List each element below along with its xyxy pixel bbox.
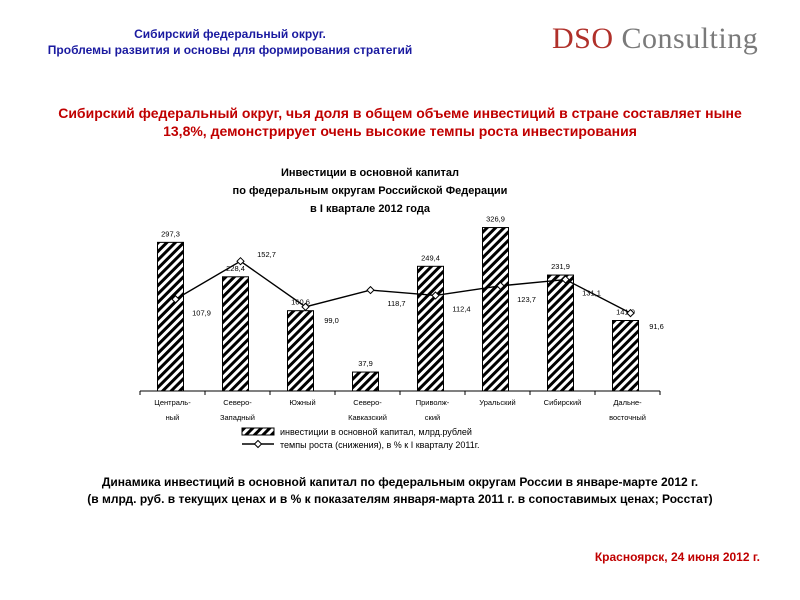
category-label: Сибирский xyxy=(544,398,582,407)
bar-value-label: 326,9 xyxy=(486,215,505,224)
chart-caption: Динамика инвестиций в основной капитал п… xyxy=(10,474,790,508)
x-axis: Централь-ный Северо- Западный Южный Северо- К… xyxy=(139,390,661,422)
bar xyxy=(417,265,444,392)
bar xyxy=(482,227,509,392)
header-line-2: Проблемы развития и основы для формирова… xyxy=(47,43,413,57)
chart-legend: инвестиции в основной капитал, млрд.рубл… xyxy=(241,427,479,450)
line-value-label: 131,1 xyxy=(582,289,601,298)
bar-value-label: 37,9 xyxy=(358,359,373,368)
bar xyxy=(547,274,574,392)
line-value-label: 112,4 xyxy=(452,304,470,313)
bar-value-label: 228,4 xyxy=(226,264,245,273)
line-marker xyxy=(431,291,440,300)
legend-bar-label: инвестиции в основной капитал, млрд.рубл… xyxy=(280,427,472,437)
chart-title-line: Инвестиции в основной капитал xyxy=(281,167,459,179)
bar-value-label: 231,9 xyxy=(551,262,570,271)
line-value-label: 99,0 xyxy=(324,316,339,325)
category-label: Западный xyxy=(220,413,255,422)
line-value-label: 123,7 xyxy=(517,295,536,304)
line-value-label: 91,6 xyxy=(649,322,664,331)
chart-title: Инвестиции в основной капитал по федераль… xyxy=(233,167,508,215)
line-value-label: 107,9 xyxy=(192,308,211,317)
category-label: Дальне- xyxy=(613,398,642,407)
category-label: Северо- xyxy=(353,398,382,407)
bar xyxy=(612,320,639,392)
legend-line-label: темпы роста (снижения), в % к I кварталу… xyxy=(280,440,479,450)
legend-bar-swatch xyxy=(241,427,275,436)
line-path xyxy=(175,260,631,314)
caption-line-2: (в млрд. руб. в текущих ценах и в % к по… xyxy=(87,492,713,506)
bar xyxy=(157,241,184,392)
line-marker xyxy=(301,302,310,312)
slide-header: Сибирский федеральный округ. Проблемы ра… xyxy=(20,26,440,58)
bar-value-label: 249,4 xyxy=(421,253,440,262)
line-value-label: 118,7 xyxy=(387,299,405,308)
category-label: Северо- xyxy=(223,398,252,407)
investment-chart: Инвестиции в основной капитал по федераль… xyxy=(139,167,664,450)
line-marker xyxy=(236,256,245,266)
logo-part-1: DSO xyxy=(552,22,614,55)
bar xyxy=(287,310,314,392)
category-label: Южный xyxy=(289,398,315,407)
line-marker xyxy=(366,285,375,295)
bar xyxy=(352,371,379,392)
line-marker xyxy=(561,275,570,284)
slide-headline: Сибирский федеральный округ, чья доля в … xyxy=(10,104,790,140)
category-label: Централь- xyxy=(154,398,191,407)
bar-value-label: 160,6 xyxy=(291,298,310,307)
logo-part-2: Consulting xyxy=(613,22,759,55)
headline-line-1: Сибирский федеральный округ, чья доля в … xyxy=(58,105,742,121)
bar-value-label: 297,3 xyxy=(161,229,180,238)
chart-title-line: по федеральным округам Российской Федера… xyxy=(233,185,508,197)
chart-title-line: в I квартале 2012 года xyxy=(310,203,431,215)
category-label: Приволж- xyxy=(416,398,450,407)
headline-line-2: 13,8%, демонстрирует очень высокие темпы… xyxy=(163,123,637,139)
line-series: 107,9 152,7 99,0 118,7 112,4 123,7 131,1 91,6 xyxy=(171,250,664,331)
bar xyxy=(222,276,249,392)
line-value-label: 152,7 xyxy=(257,250,276,259)
line-marker xyxy=(626,308,635,318)
category-label: ный xyxy=(166,413,180,422)
bar-value-label: 141,0 xyxy=(616,308,635,317)
category-label: Кавказский xyxy=(348,413,387,422)
bar-series: 297,3 228,4 160,6 37,9 249,4 326,9 231,9 141,0 xyxy=(157,215,639,392)
header-line-1: Сибирский федеральный округ. xyxy=(134,27,326,41)
caption-line-1: Динамика инвестиций в основной капитал п… xyxy=(101,475,699,489)
category-label: восточный xyxy=(609,413,646,422)
company-logo: DSO Consulting xyxy=(552,22,758,56)
category-label: ский xyxy=(425,413,440,422)
legend-line-marker xyxy=(253,439,263,449)
line-marker xyxy=(171,295,180,304)
line-marker xyxy=(496,281,505,291)
category-label: Уральский xyxy=(479,398,515,407)
slide-footer: Красноярск, 24 июня 2012 г. xyxy=(594,550,760,564)
